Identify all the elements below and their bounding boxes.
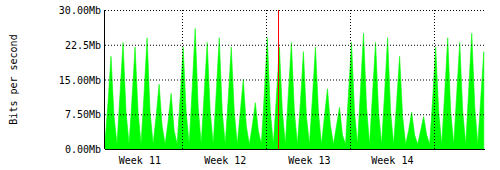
plot-area: [105, 29, 484, 149]
x-axis: [105, 149, 485, 150]
background: [0, 0, 500, 170]
chart: 0.00Mb 7.50Mb 15.00Mb 22.5Mb 30.00Mb Week 11 W…: [0, 0, 500, 170]
x-tick-label: Week 11: [119, 155, 161, 166]
x-tick-label: Week 12: [204, 155, 246, 166]
x-grid-line: [182, 10, 183, 149]
x-tick-label: Week 13: [288, 155, 330, 166]
y-tick-label: 30.00Mb: [59, 5, 101, 16]
y-axis-label: Bits per second: [8, 34, 19, 124]
y-axis: [104, 10, 105, 149]
y-tick-label: 7.50Mb: [65, 109, 101, 120]
x-grid-line: [434, 10, 435, 149]
x-grid-line: [350, 10, 351, 149]
y-tick-label: 0.00Mb: [65, 144, 101, 155]
y-tick-label: 15.00Mb: [59, 75, 101, 86]
y-grid-line: [105, 114, 485, 115]
x-grid-line: [266, 10, 267, 149]
y-tick-label: 22.5Mb: [65, 40, 101, 51]
y-grid-line: [105, 45, 485, 46]
x-tick-label: Week 14: [371, 155, 413, 166]
y-grid-line: [105, 80, 485, 81]
y-grid-line: [105, 10, 485, 11]
traffic-area: [105, 29, 484, 149]
now-marker: [278, 10, 279, 149]
